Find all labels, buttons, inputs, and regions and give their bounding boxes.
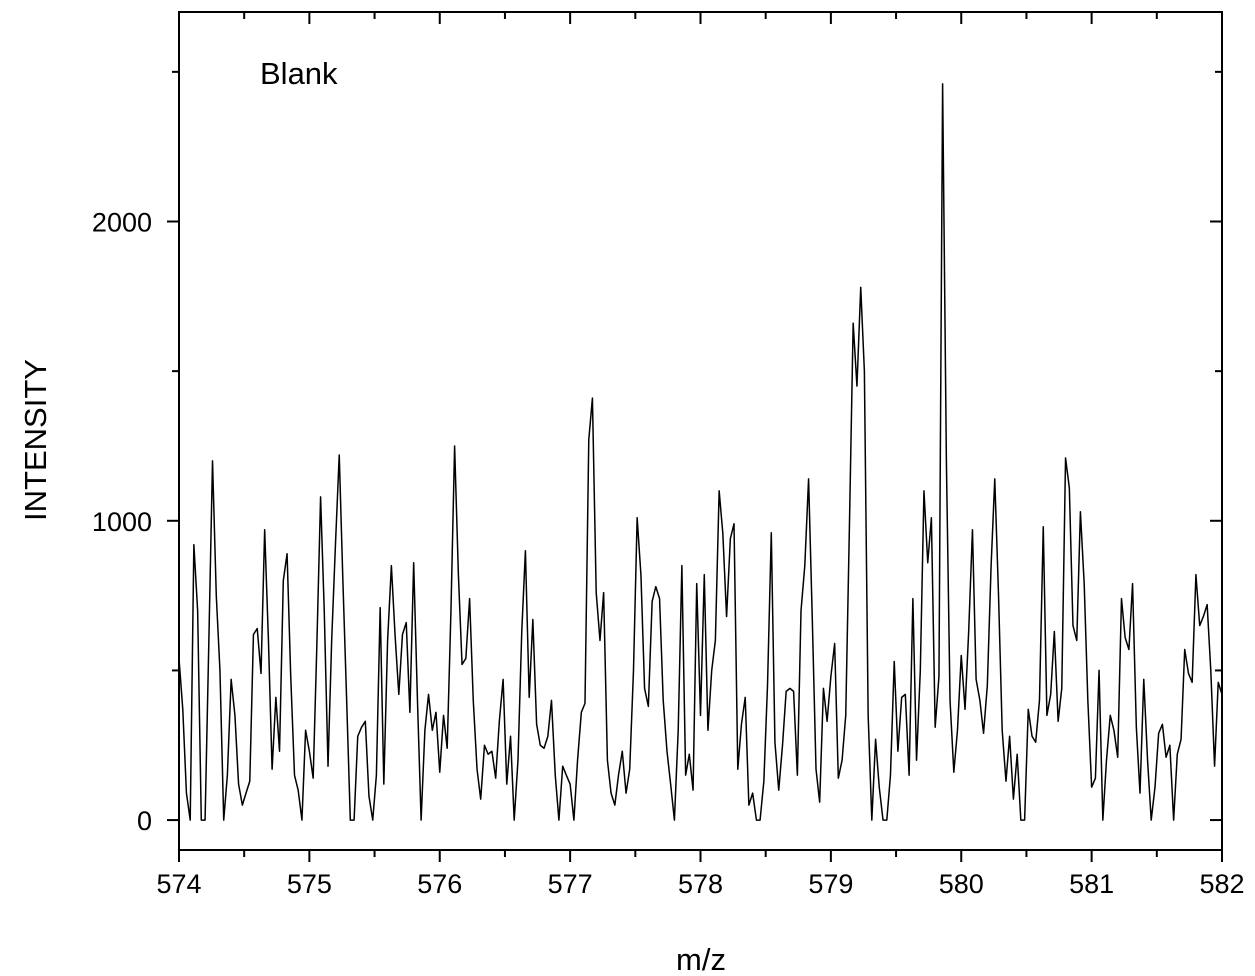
x-tick-label: 578 [678,869,723,899]
x-tick-label: 582 [1199,869,1244,899]
x-axis-title: m/z [676,942,726,976]
y-tick-label: 1000 [92,507,152,537]
y-tick-label: 0 [137,806,152,836]
annotation: Blank [260,56,338,91]
y-tick-label: 2000 [92,208,152,238]
y-axis-title: INTENSITY [18,359,53,521]
x-tick-label: 581 [1069,869,1114,899]
x-tick-label: 577 [548,869,593,899]
spectrum-line [178,83,1223,821]
x-tick-label: 579 [808,869,853,899]
plot-frame [178,11,1223,851]
x-tick-label: 580 [939,869,984,899]
x-tick-label: 576 [417,869,462,899]
x-tick-label: 574 [156,869,201,899]
x-tick-label: 575 [287,869,332,899]
